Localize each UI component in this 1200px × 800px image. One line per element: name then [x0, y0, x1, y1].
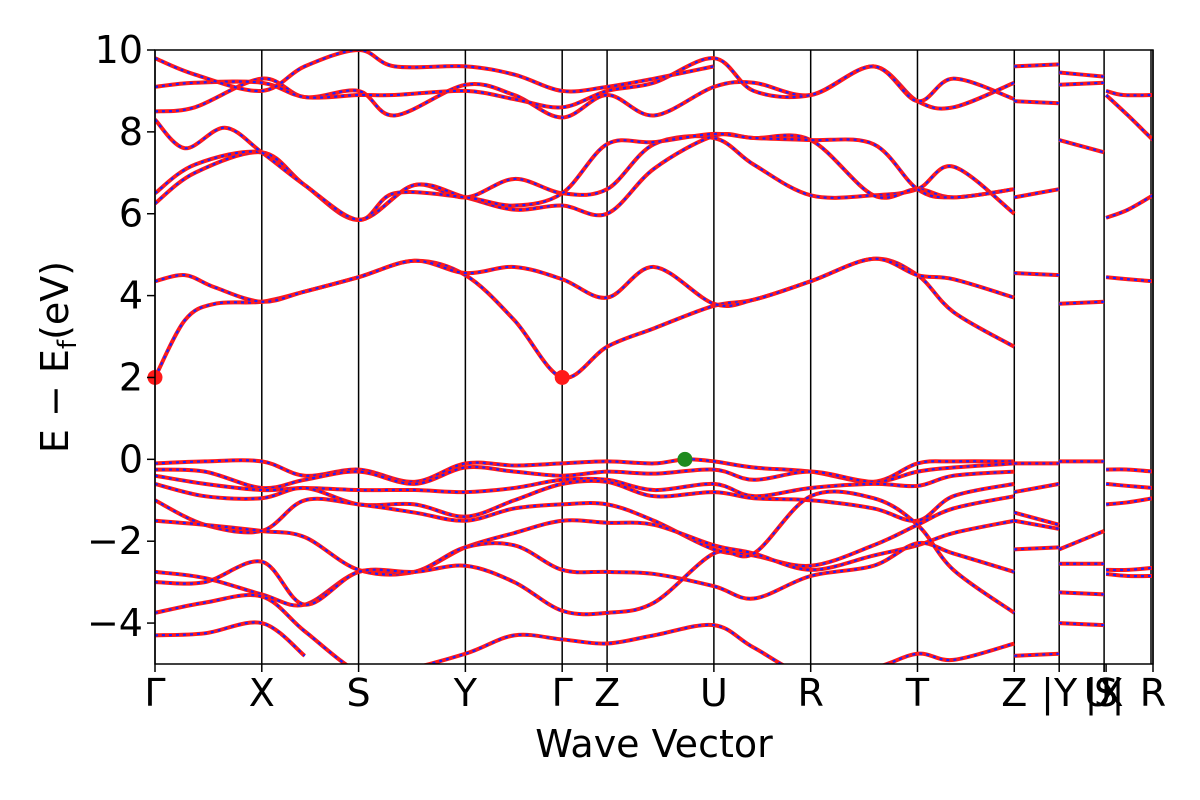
- band-line-dash: [155, 479, 1015, 523]
- band-line: [155, 256, 1016, 380]
- band-line: [155, 118, 1015, 222]
- band-line: [155, 518, 1015, 577]
- band-line-dash: [1059, 71, 1105, 78]
- y-axis-label-unit: (eV): [33, 261, 77, 340]
- band-line-dash: [1105, 276, 1153, 283]
- band-line-dash: [155, 462, 1015, 490]
- band-line-dash: [1059, 591, 1105, 596]
- band-line-dash: [1105, 194, 1153, 219]
- y-axis-label-subscript: f: [53, 339, 83, 349]
- band-line-dash: [1014, 188, 1060, 199]
- y-tick-label: 4: [119, 274, 143, 318]
- x-tick-label: T: [905, 671, 930, 715]
- x-tick-label: R: [797, 671, 823, 715]
- band-line-dash: [1058, 138, 1105, 154]
- band-line-dash: [155, 519, 1015, 576]
- band-line-dash: [1014, 63, 1060, 68]
- band-line-dash: [1105, 94, 1153, 141]
- x-tick-label: |X: [1085, 671, 1124, 716]
- y-tick-label: −2: [87, 519, 143, 563]
- band-line-dash: [155, 490, 1015, 616]
- band-line-dash: [1058, 529, 1105, 551]
- band-line-dash: [1059, 81, 1105, 86]
- band-line: [155, 132, 1015, 222]
- x-tick-label: Z: [594, 671, 620, 715]
- band-line-dash: [1014, 271, 1060, 277]
- x-axis-label: Wave Vector: [535, 722, 773, 766]
- band-line-dash: [155, 495, 1015, 568]
- vbm-marker: [677, 451, 693, 467]
- band-line-dash: [1014, 482, 1060, 494]
- band-line-dash: [1059, 300, 1105, 305]
- band-line-dash: [1014, 652, 1060, 657]
- x-tick-label: Z: [1001, 671, 1027, 715]
- band-line-dash: [155, 132, 1015, 221]
- y-tick-label: −4: [87, 601, 143, 645]
- band-line-dash: [1014, 546, 1060, 551]
- band-line: [155, 134, 1016, 222]
- band-line-dash: [155, 621, 306, 657]
- band-line-dash: [155, 257, 1015, 308]
- band-line-dash: [1014, 100, 1060, 105]
- y-axis-label: E − Ef(eV): [33, 261, 83, 453]
- band-line-dash: [1013, 511, 1060, 526]
- band-line-dash: [1105, 572, 1153, 578]
- extrema-markers: [147, 369, 693, 467]
- x-tick-label: U: [700, 671, 728, 715]
- band-line-dash: [1106, 468, 1153, 473]
- x-tick-label: |Y: [1041, 671, 1078, 716]
- y-tick-label: 10: [95, 28, 143, 72]
- y-axis-label-main: E − E: [33, 349, 77, 453]
- cbm-marker: [554, 369, 570, 385]
- band-line-dash: [155, 135, 1015, 221]
- band-line-dash: [155, 50, 715, 93]
- band-line: [1105, 88, 1153, 98]
- plot-frame: [154, 49, 1154, 665]
- x-tick-label: S: [1094, 671, 1118, 715]
- y-tick-label: 8: [119, 110, 143, 154]
- x-tick-label: Γ: [552, 671, 573, 715]
- band-line-dash: [155, 257, 1015, 379]
- band-line-dash: [1106, 566, 1153, 572]
- band-line-dash: [1059, 621, 1105, 627]
- y-tick-label: 6: [119, 192, 143, 236]
- band-line-dash: [155, 541, 1015, 607]
- band-line-dash: [1105, 482, 1153, 490]
- x-axis-ticks: Γ X S Y Γ Z U R T Z |Y |XU|S R: [144, 664, 1166, 716]
- x-tick-label: Γ: [144, 671, 165, 715]
- x-tick-label: Y: [453, 671, 478, 715]
- x-tick-label: U|: [1084, 671, 1125, 716]
- band-line: [155, 620, 306, 658]
- y-axis-ticks: −4 −2 0 2 4 6 8 10: [87, 28, 155, 645]
- band-line: [155, 593, 1015, 664]
- band-line-dash: [1014, 519, 1060, 531]
- band-line-dash: [155, 57, 1015, 109]
- x-tick-label: S: [347, 671, 371, 715]
- y-tick-label: 0: [119, 437, 143, 481]
- x-tick-label: R: [1140, 671, 1166, 715]
- y-tick-label: 2: [119, 355, 143, 399]
- band-lines: [155, 50, 1153, 664]
- x-tick-label: X: [249, 671, 275, 715]
- band-line-dash: [1105, 497, 1153, 506]
